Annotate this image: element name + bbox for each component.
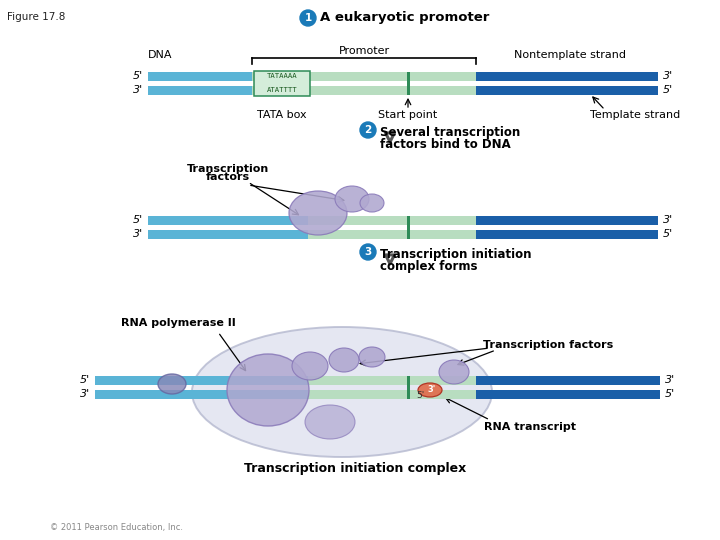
Ellipse shape — [439, 360, 469, 384]
Text: TATAAAA: TATAAAA — [266, 73, 297, 79]
Bar — [148, 216, 308, 225]
Text: Transcription initiation complex: Transcription initiation complex — [244, 462, 466, 475]
Bar — [407, 216, 410, 239]
Text: 2: 2 — [364, 125, 372, 135]
Bar — [148, 86, 252, 95]
Circle shape — [300, 10, 316, 26]
Text: A eukaryotic promoter: A eukaryotic promoter — [320, 11, 490, 24]
Text: 3': 3' — [133, 229, 143, 239]
Ellipse shape — [359, 347, 385, 367]
Bar — [476, 72, 658, 81]
Text: ATATTTT: ATATTTT — [266, 87, 297, 93]
Ellipse shape — [360, 194, 384, 212]
Ellipse shape — [335, 186, 369, 212]
Text: Transcription: Transcription — [187, 164, 269, 174]
Text: 5': 5' — [133, 215, 143, 225]
Text: 5': 5' — [133, 71, 143, 81]
Text: 5': 5' — [665, 389, 675, 399]
Bar — [308, 376, 476, 385]
Bar — [95, 390, 308, 399]
Ellipse shape — [289, 191, 347, 235]
Bar — [252, 86, 476, 95]
Text: 1: 1 — [305, 13, 312, 23]
Text: 3': 3' — [133, 85, 143, 95]
Bar — [476, 390, 660, 399]
Text: Promoter: Promoter — [338, 46, 390, 56]
Bar — [476, 86, 658, 95]
Text: factors: factors — [206, 172, 250, 182]
Ellipse shape — [292, 352, 328, 380]
Text: Transcription factors: Transcription factors — [483, 340, 613, 350]
Text: 3': 3' — [663, 215, 673, 225]
Bar — [95, 376, 308, 385]
Text: 5': 5' — [663, 85, 673, 95]
Text: Figure 17.8: Figure 17.8 — [7, 12, 66, 22]
Ellipse shape — [305, 405, 355, 439]
Bar — [254, 71, 310, 96]
Text: 5': 5' — [80, 375, 90, 385]
Bar — [148, 230, 308, 239]
Ellipse shape — [192, 327, 492, 457]
Text: Several transcription: Several transcription — [380, 126, 521, 139]
Bar — [476, 216, 658, 225]
Text: 3': 3' — [665, 375, 675, 385]
Text: Nontemplate strand: Nontemplate strand — [514, 50, 626, 60]
Text: TATA box: TATA box — [257, 110, 307, 120]
Text: Template strand: Template strand — [590, 110, 680, 120]
Text: 5': 5' — [663, 229, 673, 239]
Bar — [252, 72, 476, 81]
Ellipse shape — [329, 348, 359, 372]
Text: DNA: DNA — [148, 50, 173, 60]
Bar — [476, 376, 660, 385]
Text: 3': 3' — [428, 386, 436, 395]
Bar — [407, 72, 410, 95]
Bar — [407, 376, 410, 399]
Text: Transcription initiation: Transcription initiation — [380, 248, 531, 261]
Bar — [308, 216, 476, 225]
Bar — [308, 230, 476, 239]
Ellipse shape — [158, 374, 186, 394]
Text: complex forms: complex forms — [380, 260, 477, 273]
Text: 3': 3' — [663, 71, 673, 81]
Text: RNA polymerase II: RNA polymerase II — [121, 318, 235, 328]
Text: Start point: Start point — [379, 110, 438, 120]
Text: factors bind to DNA: factors bind to DNA — [380, 138, 510, 151]
Text: 5': 5' — [416, 392, 424, 401]
Bar — [476, 230, 658, 239]
Text: © 2011 Pearson Education, Inc.: © 2011 Pearson Education, Inc. — [50, 523, 183, 532]
Circle shape — [360, 244, 376, 260]
Text: 3: 3 — [364, 247, 372, 257]
Text: RNA transcript: RNA transcript — [484, 422, 576, 432]
Ellipse shape — [227, 354, 309, 426]
Ellipse shape — [418, 383, 442, 397]
Text: 3': 3' — [80, 389, 90, 399]
Circle shape — [360, 122, 376, 138]
Bar — [148, 72, 252, 81]
Bar — [308, 390, 476, 399]
